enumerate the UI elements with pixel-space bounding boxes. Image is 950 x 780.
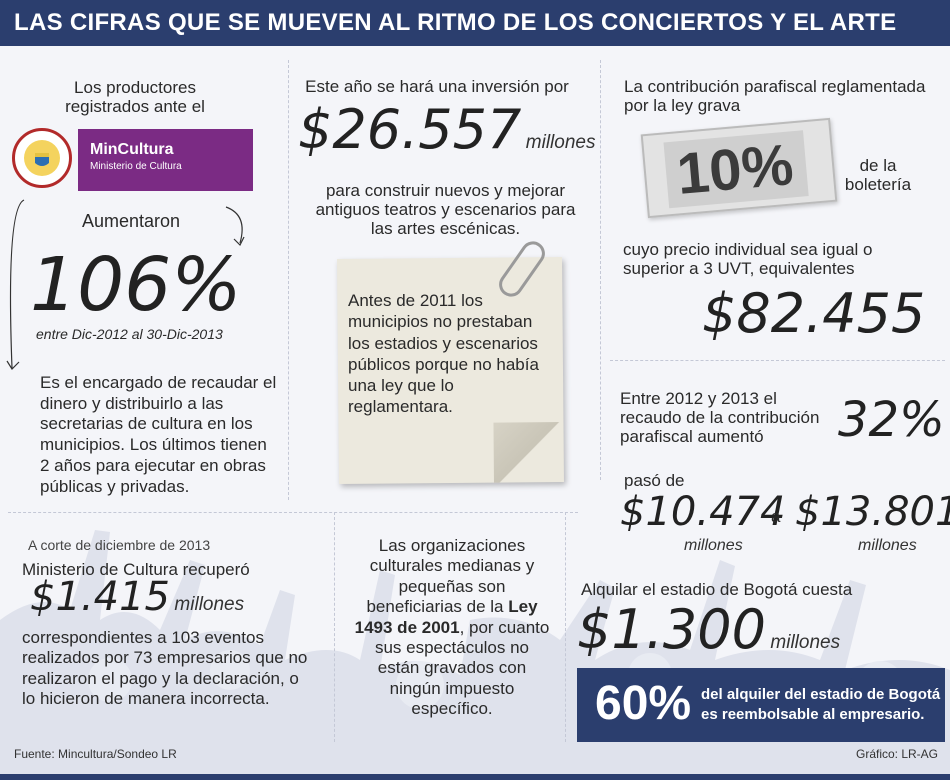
recovered-unit: millones [174, 594, 245, 615]
mincultura-logo: MinCultura Ministerio de Cultura [78, 129, 253, 191]
organizations-text: Las organizaciones culturales medianas y… [352, 536, 552, 720]
growth-value: 32% [838, 392, 945, 448]
page-title: LAS CIFRAS QUE SE MUEVEN AL RITMO DE LOS… [0, 0, 950, 46]
increase-label: Aumentaron [82, 211, 181, 231]
investment-intro: Este año se hará una inversión por [305, 77, 569, 96]
investment-description: para construir nuevos y mejorar antiguos… [315, 181, 576, 239]
curved-arrow-down-icon [6, 199, 25, 370]
went-from-label: pasó de [624, 471, 685, 490]
rent-intro: Alquilar el estadio de Bogotá cuesta [581, 580, 853, 599]
bottom-bar [0, 774, 950, 780]
increase-period: entre Dic-2012 al 30-Dic-2013 [36, 326, 223, 342]
price-value: $82.455 [702, 282, 926, 345]
graphic-credit: Gráfico: LR-AG [856, 747, 939, 761]
organizations-text-after: , por cuanto sus espectáculos no están g… [374, 617, 550, 719]
logo-subtitle: Ministerio de Cultura [90, 161, 182, 172]
cutoff-label: A corte de diciembre de 2013 [28, 537, 211, 553]
recovered-intro: Ministerio de Cultura recuperó [22, 560, 250, 579]
increase-value: 106% [30, 242, 242, 328]
ticket-value: 10% [674, 132, 796, 207]
contribution-intro: La contribución parafiscal reglamentada … [624, 77, 926, 116]
recovered-description: correspondientes a 103 eventos realizado… [22, 628, 308, 709]
organizations-text-before: Las organizaciones culturales medianas y… [366, 536, 535, 617]
divider-bottom-left [334, 512, 335, 742]
divider-bottom [8, 512, 578, 513]
curved-arrow-icon [225, 206, 245, 247]
note-text: Antes de 2011 los municipios no prestaba… [348, 291, 539, 417]
source-credit: Fuente: Mincultura/Sondeo LR [14, 747, 177, 761]
colombia-seal-icon [12, 128, 72, 188]
refund-box: 60% del alquiler del estadio de Bogotá e… [577, 668, 945, 742]
to-unit: millones [858, 537, 917, 554]
law-reference: Ley 1493 de 2001 [354, 597, 538, 637]
refund-text-line-1: del alquiler del estadio de Bogotá [701, 686, 941, 703]
divider-right-mid [610, 360, 945, 361]
growth-text: Entre 2012 y 2013 el recaudo de la contr… [620, 389, 820, 447]
connector: a [771, 507, 781, 526]
refund-text-line-2: es reembolsable al empresario. [701, 705, 925, 723]
investment-value: $26.557 [298, 98, 522, 161]
collector-description: Es el encargado de recaudar el dinero y … [40, 373, 277, 496]
price-condition: cuyo precio individual sea igual o super… [623, 240, 873, 279]
logo-brand: MinCultura [90, 141, 174, 158]
divider-left-top [288, 60, 289, 500]
investment-figure: $26.557 millones [298, 98, 596, 161]
producers-intro: Los productores registrados ante el [65, 78, 205, 117]
divider-bottom-mid [565, 512, 566, 742]
from-unit: millones [684, 537, 743, 554]
rent-figure: $1.300 millones [577, 598, 841, 661]
refund-pct: 60% [595, 677, 692, 730]
refund-text: del alquiler del estadio de Bogotá es re… [701, 685, 940, 724]
ticket-suffix: de la boletería [844, 156, 912, 195]
note-fold [493, 422, 564, 483]
divider-right-top [600, 60, 601, 480]
recovered-figure: $1.415 millones [30, 575, 244, 620]
recovered-value: $1.415 [30, 574, 170, 620]
from-value: $10.474 [620, 489, 786, 535]
to-value: $13.801 [795, 489, 950, 535]
rent-unit: millones [770, 632, 841, 653]
investment-unit: millones [525, 132, 596, 153]
rent-value: $1.300 [577, 598, 766, 661]
